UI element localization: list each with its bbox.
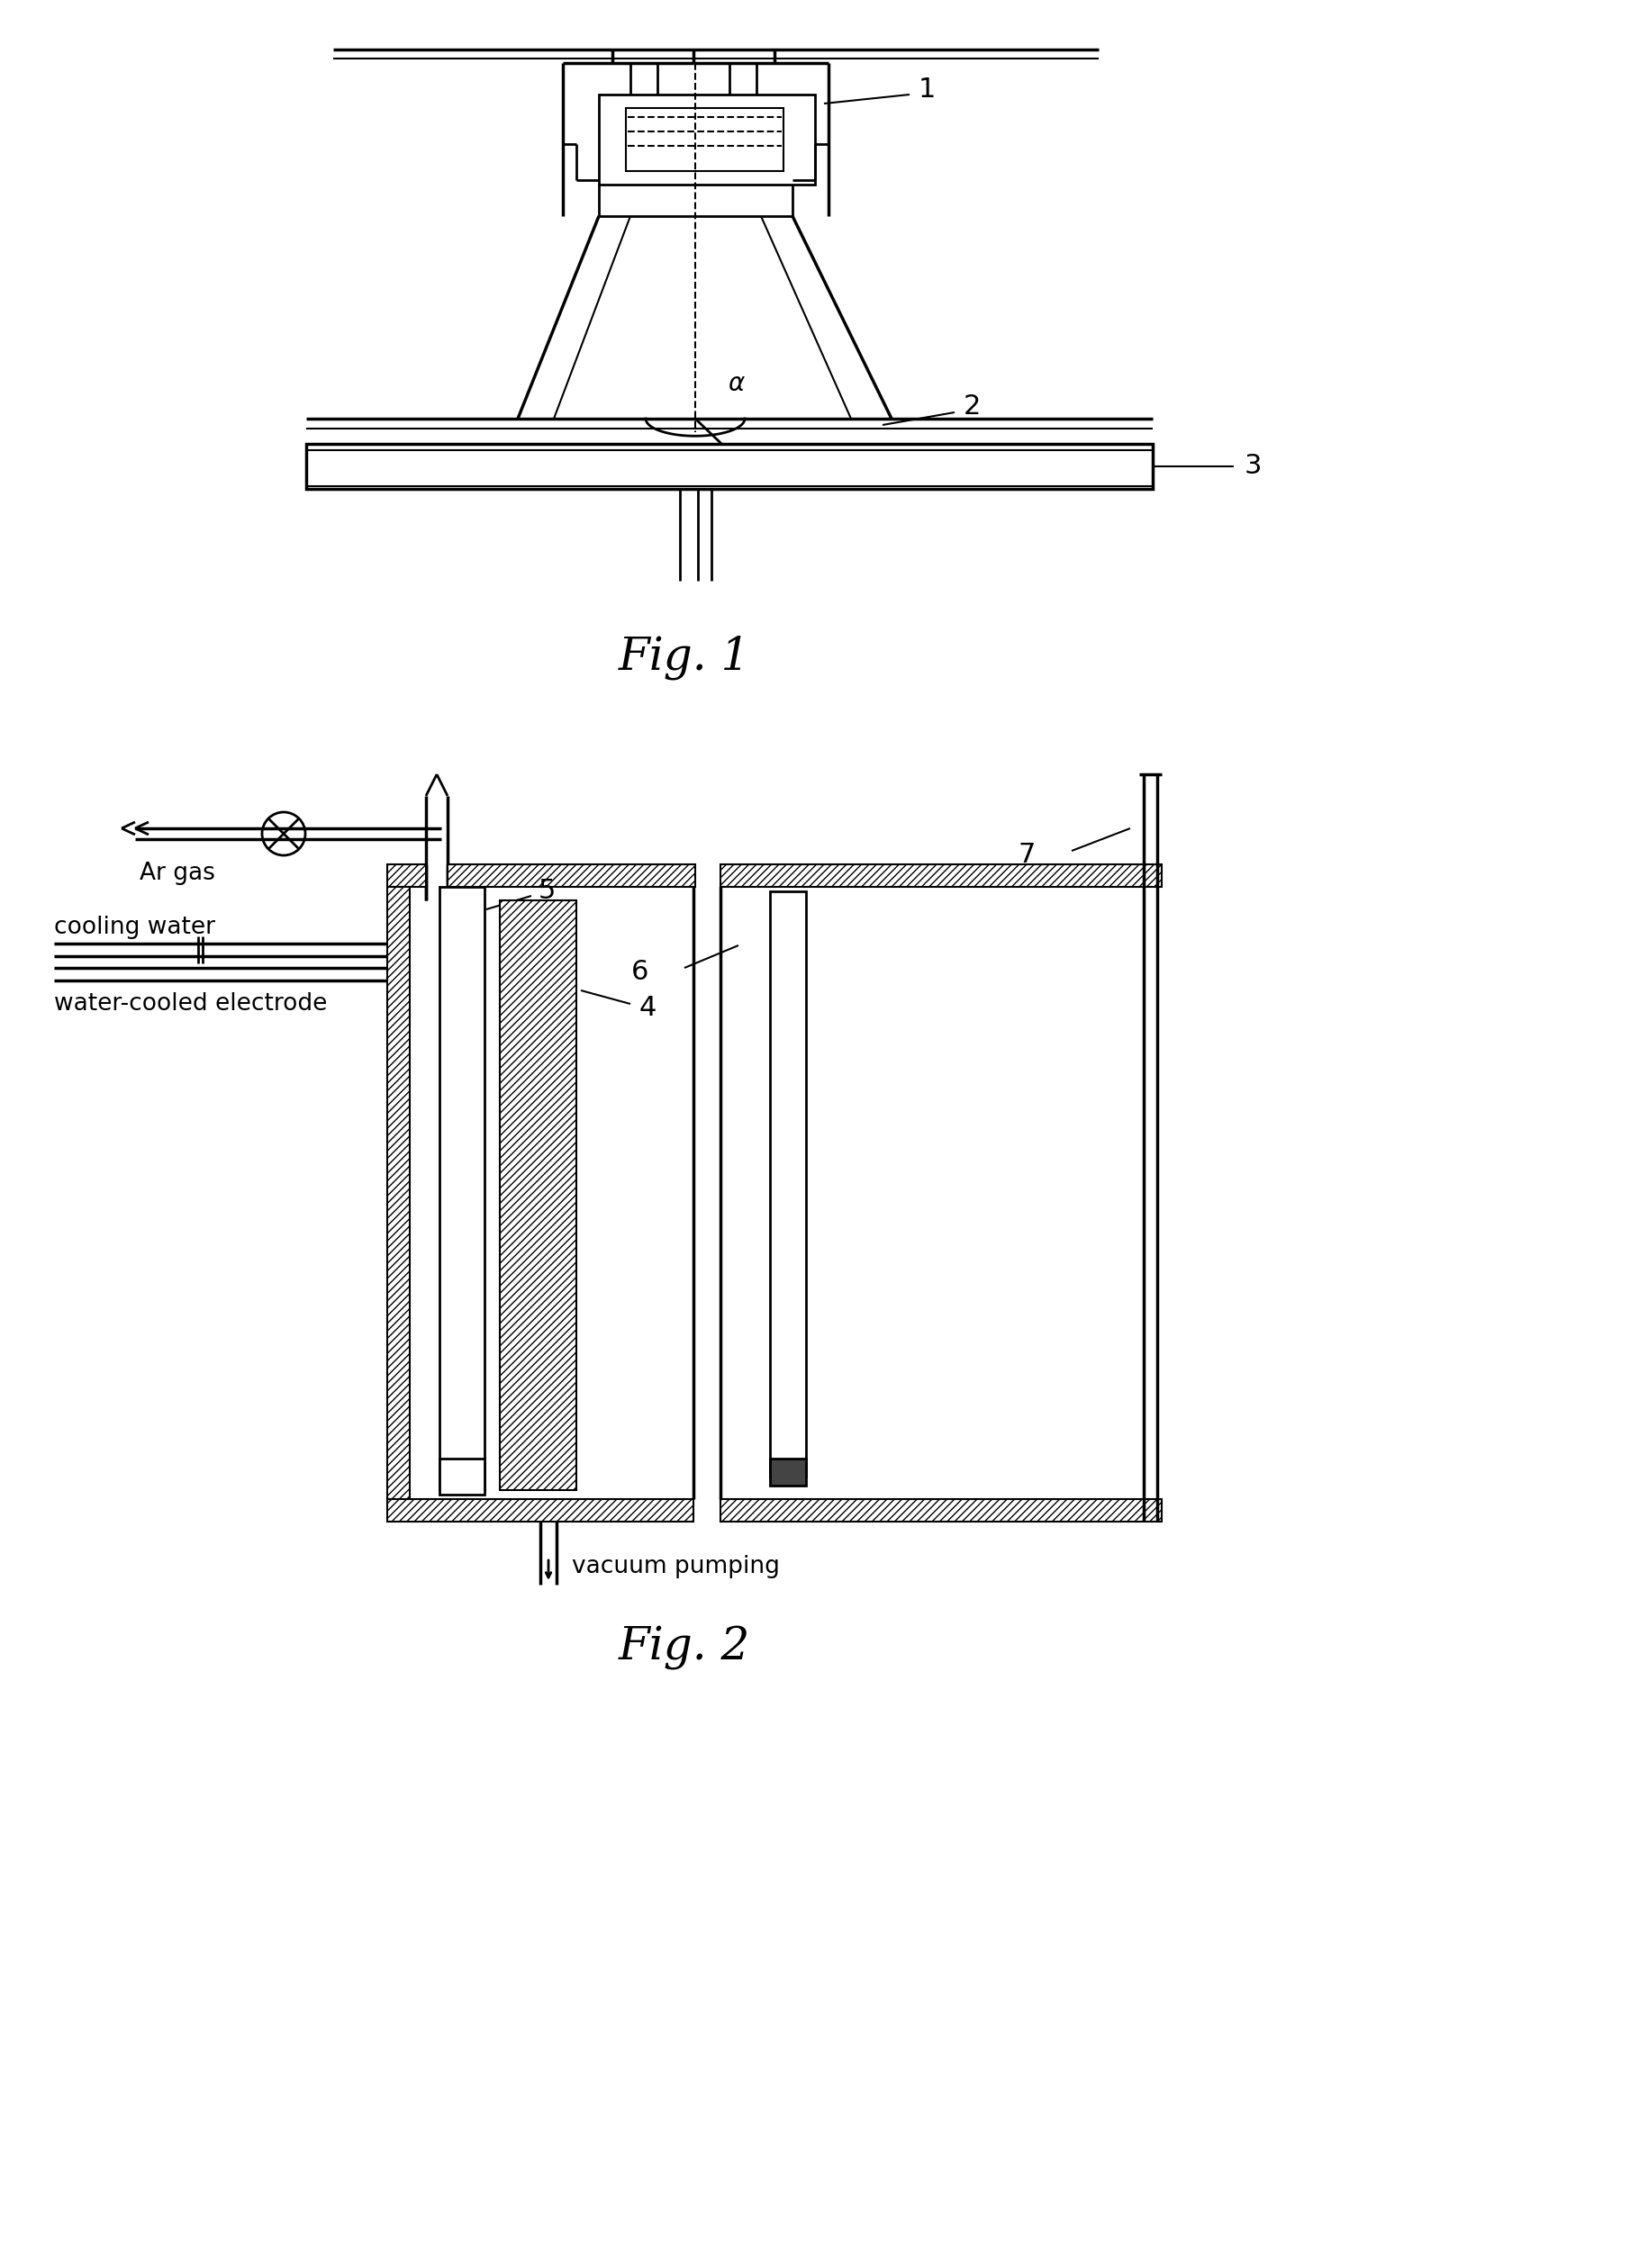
Bar xyxy=(387,887,410,1504)
Bar xyxy=(447,864,695,887)
Bar xyxy=(598,95,815,184)
Text: cooling water: cooling water xyxy=(54,916,215,939)
Text: 4: 4 xyxy=(639,996,657,1021)
Text: 6: 6 xyxy=(631,959,649,984)
Text: 3: 3 xyxy=(1244,454,1262,479)
Text: 2: 2 xyxy=(964,395,982,420)
Bar xyxy=(770,891,806,1476)
Text: 1: 1 xyxy=(918,77,936,102)
Bar xyxy=(721,1499,1162,1522)
Bar xyxy=(306,445,1152,490)
Bar xyxy=(439,1458,485,1495)
Bar xyxy=(770,1458,806,1486)
Bar xyxy=(721,864,1162,887)
Bar xyxy=(387,1499,693,1522)
Text: water-cooled electrode: water-cooled electrode xyxy=(54,991,328,1016)
Bar xyxy=(439,887,485,1490)
Bar xyxy=(500,900,577,1490)
Text: Ar gas: Ar gas xyxy=(139,862,215,885)
Text: Fig. 2: Fig. 2 xyxy=(618,1626,751,1669)
Bar xyxy=(626,109,783,170)
Text: 5: 5 xyxy=(539,878,556,905)
Text: α: α xyxy=(728,372,744,397)
Text: Fig. 1: Fig. 1 xyxy=(618,635,751,680)
Text: 7: 7 xyxy=(1018,841,1036,869)
Bar xyxy=(387,864,426,887)
Text: vacuum pumping: vacuum pumping xyxy=(572,1556,780,1579)
